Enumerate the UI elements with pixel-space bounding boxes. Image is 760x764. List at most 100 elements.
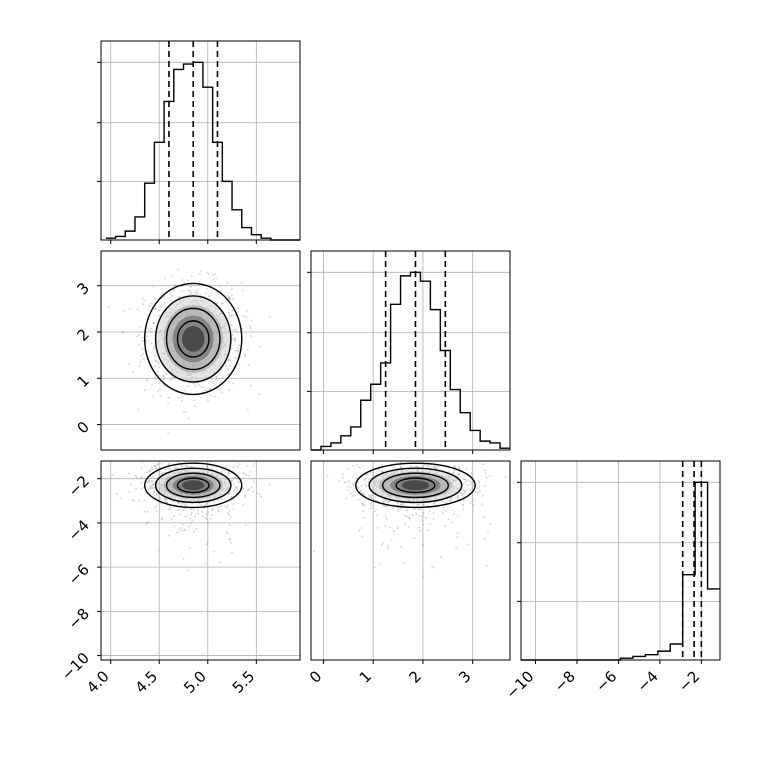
scatter-point <box>422 503 425 506</box>
scatter-point <box>209 388 212 391</box>
scatter-point <box>472 498 474 501</box>
scatter-point <box>156 463 159 465</box>
scatter-point <box>204 292 207 294</box>
scatter-point <box>326 474 329 477</box>
scatter-point <box>457 494 459 497</box>
scatter-point <box>208 295 211 298</box>
scatter-point <box>369 507 372 510</box>
scatter-point <box>417 508 420 510</box>
scatter-point <box>457 473 460 476</box>
scatter-point <box>234 373 237 376</box>
density-fill <box>182 480 205 491</box>
scatter-layer <box>107 247 271 450</box>
scatter-point <box>412 502 415 505</box>
scatter-point <box>227 473 230 476</box>
scatter-point <box>489 523 492 526</box>
scatter-point <box>171 376 174 379</box>
scatter-point <box>396 525 399 528</box>
scatter-point <box>177 296 180 298</box>
scatter-point <box>202 515 205 518</box>
scatter-point <box>167 432 170 434</box>
scatter-point <box>199 293 202 296</box>
scatter-point <box>153 491 156 493</box>
scatter-point <box>206 271 209 274</box>
scatter-point <box>200 386 202 388</box>
scatter-point <box>181 290 184 292</box>
scatter-point <box>429 523 432 525</box>
scatter-point <box>150 327 153 330</box>
scatter-point <box>232 503 235 505</box>
scatter-point <box>393 466 396 468</box>
scatter-point <box>462 478 465 480</box>
scatter-point <box>183 529 185 532</box>
scatter-layer <box>313 448 531 578</box>
scatter-point <box>211 380 214 383</box>
scatter-point <box>111 474 114 477</box>
scatter-point <box>194 515 197 518</box>
scatter-point <box>170 507 173 510</box>
scatter-point <box>156 496 158 499</box>
scatter-point <box>131 498 134 501</box>
scatter-point <box>484 484 486 487</box>
scatter-point <box>400 503 403 506</box>
density-fill <box>182 326 205 352</box>
scatter-point <box>230 541 232 544</box>
x-tick-label: −6 <box>592 667 620 695</box>
scatter-point <box>205 543 208 546</box>
scatter-point <box>147 481 149 484</box>
scatter-point <box>216 302 219 304</box>
scatter-point <box>231 294 233 297</box>
scatter-point <box>468 480 471 482</box>
scatter-point <box>358 499 360 501</box>
scatter-point <box>228 314 231 317</box>
scatter-point <box>427 529 429 532</box>
scatter-point <box>370 502 373 505</box>
scatter-point <box>215 378 218 381</box>
scatter-point <box>138 343 140 346</box>
scatter-point <box>529 476 531 478</box>
scatter-point <box>238 344 240 347</box>
scatter-point <box>404 455 406 457</box>
scatter-point <box>151 468 154 470</box>
scatter-point <box>361 503 364 506</box>
scatter-point <box>141 336 144 339</box>
scatter-point <box>162 374 165 377</box>
scatter-point <box>135 487 137 490</box>
scatter-point <box>153 322 155 325</box>
scatter-point <box>211 273 214 276</box>
scatter-point <box>153 464 156 467</box>
scatter-point <box>453 465 456 468</box>
scatter-point <box>148 480 150 482</box>
scatter-point <box>392 507 394 510</box>
scatter-point <box>462 489 465 492</box>
scatter-point <box>456 496 459 499</box>
scatter-point <box>182 247 184 249</box>
scatter-point <box>163 498 166 500</box>
scatter-point <box>372 474 375 476</box>
scatter-point <box>149 302 152 305</box>
scatter-point <box>234 337 237 339</box>
scatter-point <box>173 458 175 460</box>
scatter-point <box>380 543 383 546</box>
scatter-layer <box>111 458 271 571</box>
scatter-point <box>419 508 422 511</box>
scatter-point <box>403 562 405 565</box>
scatter-point <box>182 509 185 511</box>
scatter-point <box>408 517 411 520</box>
contour-line <box>381 472 450 499</box>
scatter-point <box>386 500 389 503</box>
scatter-point <box>148 480 151 483</box>
scatter-point <box>450 521 453 524</box>
scatter-point <box>225 531 228 533</box>
scatter-point <box>260 495 262 498</box>
scatter-point <box>451 448 453 450</box>
scatter-point <box>169 297 171 299</box>
scatter-point <box>241 327 244 330</box>
scatter-point <box>155 465 157 467</box>
scatter-point <box>417 526 420 529</box>
scatter-point <box>442 501 445 503</box>
scatter-point <box>231 314 234 317</box>
scatter-point <box>453 469 456 472</box>
scatter-point <box>462 503 464 506</box>
scatter-point <box>348 480 351 482</box>
